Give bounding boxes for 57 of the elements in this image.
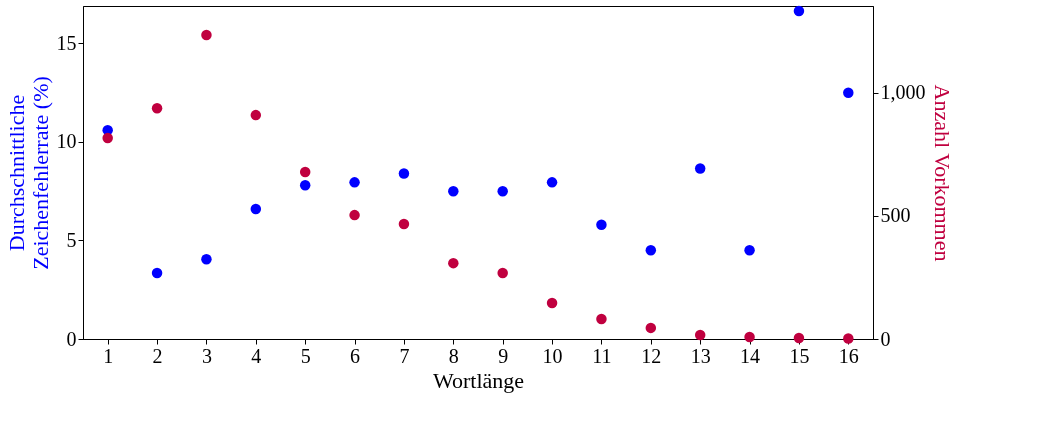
- x-tick-label: 10: [542, 344, 563, 367]
- y-tick-label: 5: [66, 228, 77, 251]
- x-tick-label: 3: [201, 344, 212, 367]
- y-tick-label: 15: [56, 31, 77, 54]
- point: [793, 332, 805, 344]
- y-axis-title: Durchschnittliche Zeichenfehlerrate (%): [3, 76, 53, 270]
- x-tick-label: 15: [789, 344, 810, 367]
- x-tick-label: 13: [690, 344, 711, 367]
- x-tick-label: 1: [103, 344, 114, 367]
- point: [398, 218, 410, 230]
- x-tick-label: 5: [300, 344, 311, 367]
- y2-axis-title: Anzahl Vorkommen: [929, 84, 955, 262]
- point: [546, 177, 558, 188]
- point: [645, 245, 657, 256]
- point: [497, 267, 508, 279]
- point: [546, 297, 558, 309]
- point: [793, 5, 805, 17]
- point: [497, 185, 508, 197]
- x-tick-label: 7: [399, 344, 410, 367]
- y2-tick-label: 500: [880, 204, 911, 227]
- point: [843, 333, 854, 344]
- point: [201, 29, 212, 41]
- point: [349, 209, 360, 221]
- point: [596, 219, 607, 230]
- x-tick-label: 4: [251, 344, 262, 367]
- point: [250, 203, 262, 215]
- point: [250, 109, 262, 121]
- point: [645, 322, 657, 334]
- y2-tick-label: 0: [880, 327, 891, 350]
- point: [596, 313, 607, 325]
- point: [744, 245, 755, 256]
- x-tick-label: 8: [448, 344, 459, 367]
- x-tick-label: 16: [838, 344, 859, 367]
- point: [151, 102, 163, 114]
- point: [201, 253, 212, 265]
- y2-tick-label: 1,000: [880, 81, 926, 104]
- x-tick-label: 14: [740, 344, 761, 367]
- point: [448, 185, 459, 197]
- y-tick-label: 0: [66, 327, 77, 350]
- point: [843, 87, 854, 98]
- x-tick-label: 2: [152, 344, 163, 367]
- y-tick-label: 10: [56, 130, 77, 153]
- point: [102, 132, 113, 144]
- point: [694, 329, 706, 341]
- x-tick-label: 6: [350, 344, 361, 367]
- point: [398, 168, 410, 179]
- x-axis-title: Wortlänge: [432, 367, 525, 393]
- point: [299, 180, 311, 191]
- point: [349, 177, 360, 188]
- point: [299, 166, 311, 178]
- x-tick-label: 9: [498, 344, 509, 367]
- point: [151, 267, 163, 279]
- x-tick-label: 11: [592, 344, 612, 367]
- point: [448, 257, 459, 269]
- x-tick-label: 12: [641, 344, 662, 367]
- point: [694, 163, 706, 174]
- point: [744, 331, 755, 343]
